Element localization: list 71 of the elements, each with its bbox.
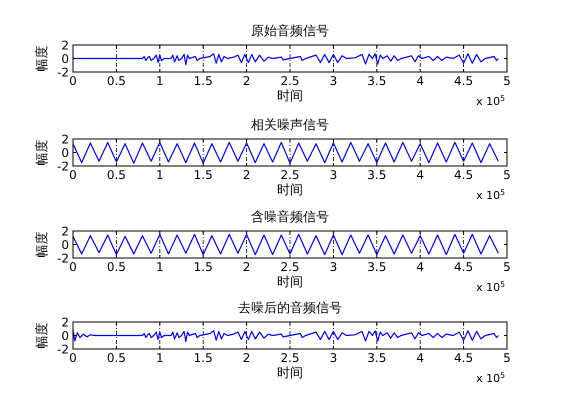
x-tick-label: 5 (503, 74, 511, 88)
x-tick-label: 3.5 (367, 351, 386, 365)
x-tick-label: 0.5 (106, 260, 126, 274)
x-tick-label: 1 (156, 260, 164, 274)
x-axis-title: 时间 (277, 366, 303, 381)
x-tick-label: 1.5 (194, 351, 213, 365)
y-tick-label: -2 (57, 342, 69, 356)
chart-title: 相关噪声信号 (251, 118, 329, 133)
x-tick-label: 2 (242, 351, 250, 365)
x-tick-label: 2.5 (280, 168, 300, 182)
x-tick-label: 2.5 (280, 260, 300, 274)
x-tick-label: 3.5 (367, 260, 386, 274)
x-tick-label: 4.5 (454, 168, 474, 182)
x-tick-label: 4 (416, 351, 424, 365)
y-tick-label: 2 (61, 38, 69, 52)
x-tick-label: 4 (416, 260, 424, 274)
x-tick-label: 1 (156, 74, 164, 88)
x-tick-label: 2 (242, 74, 250, 88)
y-tick-label: 2 (61, 224, 69, 238)
x-tick-label: 1.5 (194, 260, 213, 274)
text: x 10$^{5}$ (476, 94, 506, 108)
x-tick-label: 1.5 (194, 168, 213, 182)
y-tick-label: 2 (61, 316, 69, 330)
x-tick-label: 0.5 (106, 168, 126, 182)
x-tick-label: 2.5 (280, 74, 300, 88)
chart-title: 含噪音频信号 (251, 210, 329, 225)
y-tick-label: 0 (61, 146, 69, 160)
y-tick-label: -2 (57, 66, 69, 80)
text: x 10$^{5}$ (476, 188, 506, 202)
text: x 10$^{5}$ (476, 280, 506, 294)
x-tick-label: 2 (242, 260, 250, 274)
x-tick-label: 4.5 (454, 260, 474, 274)
x-tick-label: 2 (242, 168, 250, 182)
x-tick-label: 1 (156, 351, 164, 365)
x-tick-label: 4.5 (454, 351, 474, 365)
x-tick-label: 4.5 (454, 74, 474, 88)
x-axis-title: 时间 (277, 89, 303, 104)
x-tick-label: 3 (330, 168, 338, 182)
line-series (72, 142, 499, 164)
x-tick-label: 3 (330, 260, 338, 274)
y-tick-label: -2 (57, 252, 69, 266)
chart-title: 原始音频信号 (251, 24, 329, 39)
y-axis-title: 幅度 (34, 232, 50, 258)
x-tick-label: 1.5 (194, 74, 213, 88)
text: x 10$^{5}$ (476, 370, 506, 385)
x-tick-label: 3 (330, 351, 338, 365)
y-tick-label: 0 (61, 52, 69, 66)
line-series (72, 234, 499, 256)
x-tick-label: 3.5 (367, 74, 386, 88)
x-axis-title: 时间 (277, 275, 303, 290)
y-tick-label: 0 (61, 329, 69, 343)
y-tick-label: 0 (61, 238, 69, 252)
x-tick-label: 4 (416, 168, 424, 182)
y-axis-title: 幅度 (34, 140, 50, 166)
x-axis-title: 时间 (277, 183, 303, 198)
x-tick-label: 1 (156, 168, 164, 182)
x-tick-label: 2.5 (280, 351, 300, 365)
x-tick-label: 3.5 (367, 168, 386, 182)
y-axis-title: 幅度 (34, 46, 50, 72)
x-tick-label: 4 (416, 74, 424, 88)
x-tick-label: 0.5 (106, 351, 126, 365)
x-tick-label: 0.5 (106, 74, 126, 88)
y-tick-label: 2 (61, 132, 69, 146)
x-tick-label: 3 (330, 74, 338, 88)
line-series (72, 328, 499, 342)
y-axis-title: 幅度 (34, 322, 50, 348)
x-tick-label: 5 (503, 168, 511, 182)
x-tick-label: 5 (503, 260, 511, 274)
chart-title: 去噪后的音频信号 (238, 301, 342, 316)
y-tick-label: -2 (57, 160, 69, 174)
x-tick-label: 5 (503, 351, 511, 365)
